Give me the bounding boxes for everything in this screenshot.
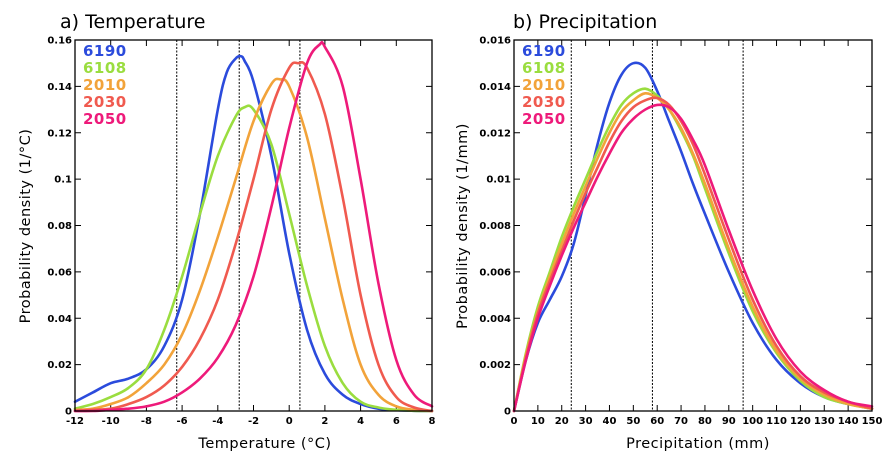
temperature-legend-item-2050: 2050 [83, 110, 127, 128]
temperature-panel-title: a) Temperature [60, 11, 205, 33]
precipitation-plot-frame [513, 39, 873, 412]
precipitation-x-tick-label: 80 [698, 416, 712, 427]
precipitation-y-axis-label: Probability density (1/mm) [455, 123, 471, 329]
precipitation-y-tick-label: 0.012 [479, 128, 511, 139]
precipitation-x-tick-label: 50 [626, 416, 640, 427]
precipitation-x-tick-label: 30 [579, 416, 593, 427]
temperature-y-tick-label: 0.06 [47, 267, 72, 278]
temperature-reference-lines [176, 40, 301, 411]
temperature-curve-2050 [73, 40, 434, 413]
temperature-curve-2030 [73, 61, 434, 413]
temperature-x-tick-label: -10 [102, 416, 120, 427]
temperature-x-tick-label: 6 [393, 416, 400, 427]
temperature-x-axis-label: Temperature (°C) [197, 436, 331, 452]
precipitation-curves [512, 61, 874, 413]
precipitation-curve-2050 [512, 103, 874, 413]
precipitation-x-tick-label: 0 [511, 416, 518, 427]
precipitation-x-tick-label: 150 [862, 416, 883, 427]
precipitation-y-tick-label: 0.008 [479, 221, 511, 232]
temperature-y-tick-label: 0.02 [47, 360, 72, 371]
temperature-legend-item-2030: 2030 [83, 93, 127, 111]
temperature-panel: a) Temperature Temperature (°C) Probabil… [18, 11, 436, 452]
precipitation-x-tick-label: 90 [722, 416, 736, 427]
temperature-legend-item-6190: 6190 [83, 42, 127, 60]
precipitation-x-tick-label: 10 [531, 416, 545, 427]
temperature-ticks: -12 -10 -8 -6 -4 -2 0 2 4 6 8 0 0.02 0.04 0.06 0.08 0.1 0… [47, 36, 435, 428]
precipitation-curve-6190 [512, 61, 874, 413]
precipitation-x-tick-label: 100 [742, 416, 763, 427]
precipitation-x-tick-label: 60 [650, 416, 664, 427]
temperature-plot-frame [74, 39, 433, 412]
temperature-x-tick-label: 0 [286, 416, 293, 427]
precipitation-x-tick-label: 110 [766, 416, 787, 427]
precipitation-ticks: 0 10 20 30 40 50 60 70 80 90 100 110 120 130 140 15000.… [479, 36, 882, 428]
temperature-curve-6108 [73, 104, 434, 413]
precipitation-x-tick-label: 70 [674, 416, 688, 427]
temperature-y-tick-label: 0.04 [47, 314, 72, 325]
precipitation-y-tick-label: 0.014 [479, 82, 511, 93]
temperature-x-tick-label: 2 [321, 416, 328, 427]
precipitation-legend-item-6190: 6190 [522, 42, 566, 60]
temperature-x-tick-label: -4 [212, 416, 223, 427]
precipitation-y-tick-label: 0.004 [479, 314, 511, 325]
precipitation-curve-2030 [512, 96, 874, 413]
temperature-y-tick-label: 0 [65, 407, 72, 418]
precipitation-legend-item-2030: 2030 [522, 93, 566, 111]
precipitation-y-tick-label: 0.002 [479, 360, 511, 371]
precipitation-y-tick-label: 0.01 [486, 175, 511, 186]
temperature-y-tick-label: 0.12 [47, 128, 72, 139]
precipitation-x-tick-label: 20 [555, 416, 569, 427]
precipitation-legend-item-2050: 2050 [522, 110, 566, 128]
precipitation-curve-2010 [512, 92, 874, 413]
temperature-x-tick-label: -8 [141, 416, 152, 427]
temperature-y-tick-label: 0.1 [54, 175, 72, 186]
precipitation-x-tick-label: 140 [838, 416, 859, 427]
temperature-x-tick-label: -2 [248, 416, 259, 427]
temperature-x-tick-label: -12 [66, 416, 84, 427]
temperature-curves [73, 40, 434, 413]
temperature-legend-item-2010: 2010 [83, 76, 127, 94]
temperature-curve-2010 [73, 77, 434, 413]
precipitation-panel-title: b) Precipitation [513, 11, 657, 33]
precipitation-x-tick-label: 130 [814, 416, 835, 427]
precipitation-x-axis-label: Precipitation (mm) [626, 436, 770, 452]
precipitation-y-tick-label: 0.006 [479, 267, 511, 278]
temperature-x-tick-label: -6 [177, 416, 188, 427]
precipitation-legend-item-6108: 6108 [522, 59, 566, 77]
temperature-y-tick-label: 0.14 [47, 82, 72, 93]
temperature-y-tick-label: 0.08 [47, 221, 72, 232]
precipitation-y-tick-label: 0.016 [479, 36, 511, 47]
precipitation-y-tick-label: 0 [504, 407, 511, 418]
temperature-x-tick-label: 8 [429, 416, 436, 427]
temperature-legend-item-6108: 6108 [83, 59, 127, 77]
precipitation-panel: b) Precipitation Precipitation (mm) Prob… [455, 11, 882, 452]
temperature-y-axis-label: Probability density (1/°C) [18, 129, 34, 324]
precipitation-x-tick-label: 40 [603, 416, 617, 427]
temperature-x-tick-label: 4 [357, 416, 364, 427]
precipitation-legend-item-2010: 2010 [522, 76, 566, 94]
temperature-y-tick-label: 0.16 [47, 36, 72, 47]
precipitation-x-tick-label: 120 [790, 416, 811, 427]
